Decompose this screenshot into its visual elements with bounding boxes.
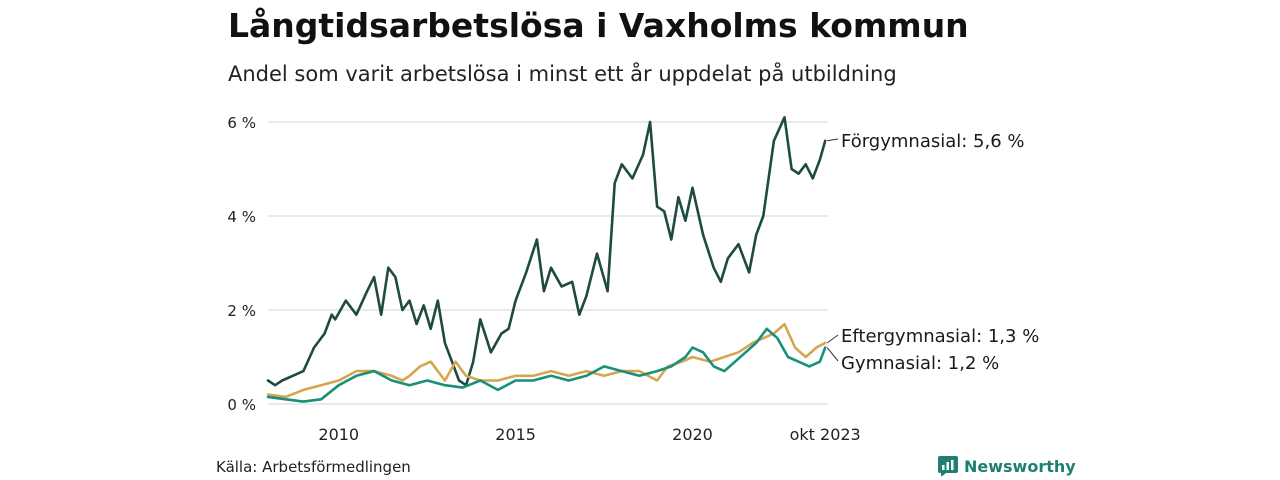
x-tick-label: 2020 xyxy=(672,425,713,444)
label-leader-gymnasial xyxy=(826,347,839,362)
newsworthy-icon xyxy=(938,456,958,476)
end-label-eftergymnasial: Eftergymnasial: 1,3 % xyxy=(841,326,1039,347)
y-tick-label: 0 % xyxy=(227,396,256,414)
series-lines xyxy=(266,116,827,403)
y-tick-label: 4 % xyxy=(227,208,256,226)
x-tick-label: okt 2023 xyxy=(790,425,861,444)
end-label-forgymnasial: Förgymnasial: 5,6 % xyxy=(841,131,1025,152)
end-label-gymnasial: Gymnasial: 1,2 % xyxy=(841,353,999,374)
chart-subtitle: Andel som varit arbetslösa i minst ett å… xyxy=(228,62,897,86)
label-leader-eftergymnasial xyxy=(826,334,839,344)
y-axis: 0 % 2 % 4 % 6 % xyxy=(227,114,256,414)
source-note: Källa: Arbetsförmedlingen xyxy=(216,458,411,476)
y-tick-label: 2 % xyxy=(227,302,256,320)
series-line-eftergymnasial xyxy=(266,322,827,399)
grid xyxy=(268,121,828,405)
x-tick-label: 2010 xyxy=(318,425,359,444)
series-line-gymnasial xyxy=(266,327,827,403)
end-labels: Förgymnasial: 5,6 % Eftergymnasial: 1,3 %… xyxy=(826,131,1039,374)
x-axis: 2010 2015 2020 okt 2023 xyxy=(318,425,860,444)
y-tick-label: 6 % xyxy=(227,114,256,132)
label-leader-forgymnasial xyxy=(827,138,839,142)
chart-title: Långtidsarbetslösa i Vaxholms kommun xyxy=(228,6,969,45)
x-tick-label: 2015 xyxy=(495,425,536,444)
series-line-forgymnasial xyxy=(266,116,827,387)
brand-logo: Newsworthy xyxy=(938,456,1076,476)
brand-name: Newsworthy xyxy=(964,456,1076,476)
